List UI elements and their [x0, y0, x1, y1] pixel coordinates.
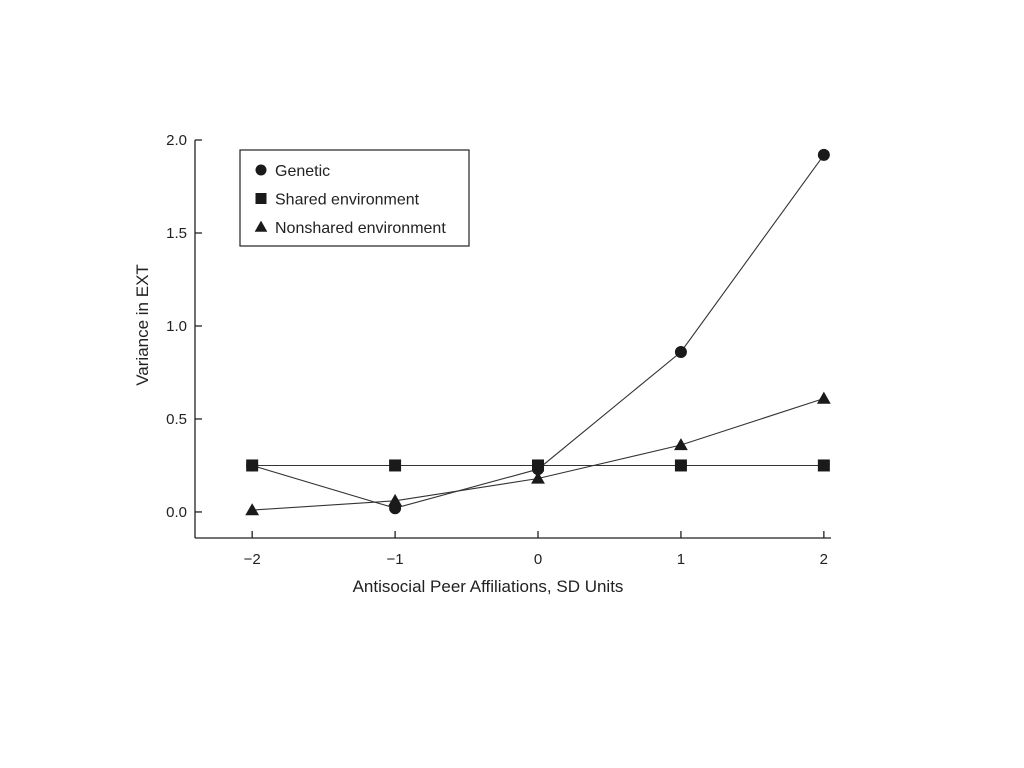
legend-label-genetic: Genetic [275, 163, 330, 180]
y-tick-label: 1.0 [166, 318, 187, 335]
x-tick-label: 2 [820, 551, 828, 568]
x-tick-label: 0 [534, 551, 542, 568]
legend-box [239, 149, 470, 247]
point-shared-environment [817, 459, 830, 472]
x-tick-label: −2 [244, 551, 261, 568]
y-tick-label: 1.5 [166, 225, 187, 242]
y-axis-title: Variance in EXT [133, 264, 152, 386]
x-tick-label: −1 [387, 551, 404, 568]
point-shared-environment [532, 459, 545, 472]
point-nonshared-environment [245, 503, 260, 516]
x-tick-label: 1 [677, 551, 685, 568]
legend-marker-genetic [255, 164, 267, 176]
legend-marker-nonshared-environment [254, 220, 268, 232]
axes: 0.0 0.5 1.0 1.5 2.0 −2 −1 0 1 2 Antisocial Peer Af… [133, 132, 831, 596]
point-nonshared-environment [531, 471, 545, 484]
series-nonshared-environment [245, 391, 831, 516]
series-shared-environment [246, 459, 830, 472]
point-nonshared-environment [816, 391, 831, 404]
legend-label-shared-environment: Shared environment [275, 192, 420, 209]
point-shared-environment [389, 459, 402, 472]
legend-label-nonshared-environment: Nonshared environment [275, 220, 446, 237]
point-nonshared-environment [674, 438, 688, 451]
legend: Genetic Shared environment Nonshared envir… [239, 149, 470, 247]
legend-marker-shared-environment [255, 193, 267, 204]
y-tick-label: 2.0 [166, 132, 187, 149]
point-genetic [817, 148, 830, 161]
point-genetic [674, 346, 687, 359]
series-line-nonshared-environment [252, 397, 825, 511]
y-tick-label: 0.5 [166, 411, 187, 428]
series-layer [245, 148, 831, 516]
y-tick-label: 0.0 [166, 504, 187, 521]
point-nonshared-environment [388, 493, 402, 506]
point-shared-environment [246, 459, 259, 472]
point-shared-environment [674, 459, 687, 472]
x-axis-title: Antisocial Peer Affiliations, SD Units [353, 577, 624, 596]
